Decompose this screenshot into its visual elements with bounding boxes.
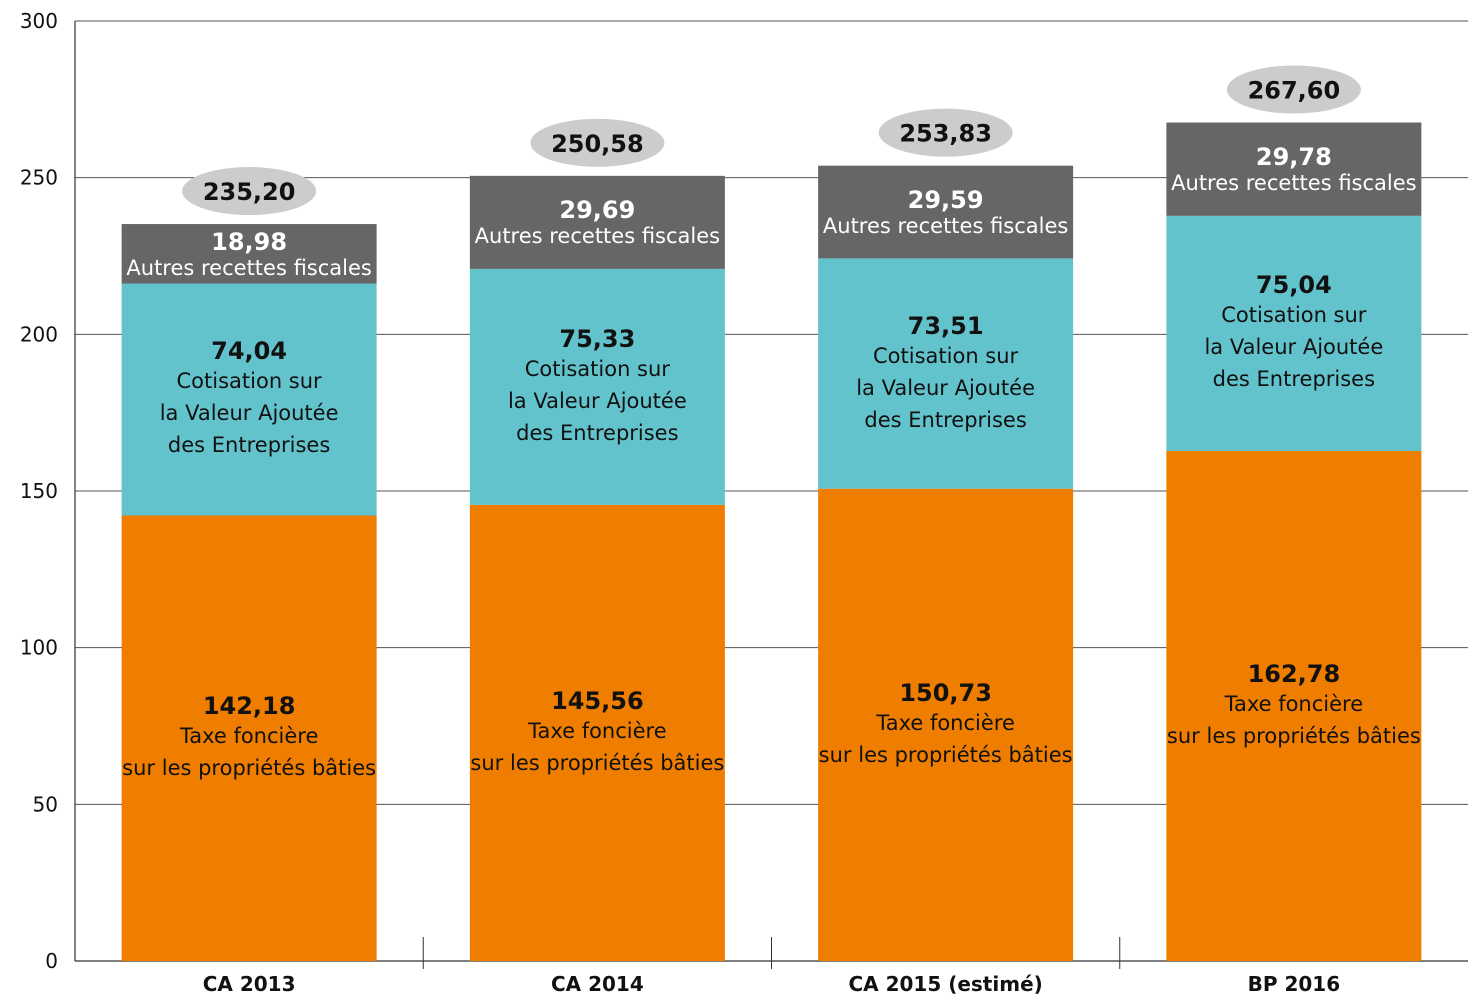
segment-name-label: Cotisation sur la Valeur Ajoutée des Ent… xyxy=(507,356,687,445)
segment-value-label: 162,78 xyxy=(1247,659,1341,688)
segment-label: 74,04 Cotisation sur la Valeur Ajoutée de… xyxy=(112,284,387,516)
segment-label: 145,56 Taxe foncière sur les propriétés b… xyxy=(460,505,735,961)
bar-segment xyxy=(121,283,377,516)
segment-label-box: 142,18 Taxe foncière sur les propriétés b… xyxy=(112,516,387,961)
segment-name-label: Autres recettes fiscales xyxy=(474,224,721,249)
total-bubble xyxy=(878,108,1013,157)
segment-label-box: 29,69 Autres recettes fiscales xyxy=(460,176,735,269)
total-label: 235,20 xyxy=(203,178,296,206)
segment-value-label: 74,04 xyxy=(211,337,288,366)
y-tick-label: 300 xyxy=(20,9,58,33)
x-tick-label: CA 2014 xyxy=(551,972,644,995)
y-tick-label: 250 xyxy=(20,166,58,190)
y-tick-label: 200 xyxy=(20,322,58,346)
segment-label-box: 74,04 Cotisation sur la Valeur Ajoutée de… xyxy=(112,284,387,516)
segment-value-label: 29,78 xyxy=(1255,143,1332,172)
segment-label: 75,33 Cotisation sur la Valeur Ajoutée de… xyxy=(460,269,735,505)
y-tick-label: 0 xyxy=(45,949,58,973)
segment-label-box: 162,78 Taxe foncière sur les propriétés b… xyxy=(1156,451,1431,961)
segment-label: 73,51 Cotisation sur la Valeur Ajoutée de… xyxy=(808,258,1083,488)
segment-name-label: Taxe foncière sur les propriétés bâties xyxy=(470,718,725,775)
total-bubble xyxy=(182,167,317,216)
segment-name-label: Autres recettes fiscales xyxy=(1171,171,1417,196)
bar-segment xyxy=(469,504,725,961)
segment-label: 150,73 Taxe foncière sur les propriétés b… xyxy=(808,489,1083,961)
segment-value-label: 75,04 xyxy=(1255,271,1332,300)
segment-value-label: 145,56 xyxy=(551,686,644,715)
segment-name-label: Cotisation sur la Valeur Ajoutée des Ent… xyxy=(856,343,1036,432)
bar-segment xyxy=(1166,215,1422,451)
segment-label-box: 73,51 Cotisation sur la Valeur Ajoutée de… xyxy=(808,258,1083,488)
total-bubble xyxy=(530,118,665,167)
bar-segment xyxy=(818,488,1074,961)
segment-name-label: Cotisation sur la Valeur Ajoutée des Ent… xyxy=(1204,303,1384,392)
segment-label: 162,78 Taxe foncière sur les propriétés b… xyxy=(1156,451,1431,961)
segment-value-label: 18,98 xyxy=(211,227,288,256)
segment-label: 142,18 Taxe foncière sur les propriétés b… xyxy=(112,516,387,961)
segment-label-box: 75,04 Cotisation sur la Valeur Ajoutée de… xyxy=(1156,216,1431,451)
segment-name-label: Autres recettes fiscales xyxy=(822,214,1069,238)
segment-value-label: 73,51 xyxy=(907,311,984,340)
segment-value-label: 75,33 xyxy=(559,324,636,353)
bar-segment xyxy=(1166,122,1422,216)
x-tick-label: CA 2015 (estimé) xyxy=(848,972,1042,995)
segment-label-box: 18,98 Autres recettes fiscales xyxy=(112,224,387,283)
segment-name-label: Taxe foncière sur les propriétés bâties xyxy=(818,710,1073,767)
bar-segment xyxy=(469,175,725,269)
segment-label-box: 29,78 Autres recettes fiscales xyxy=(1156,123,1431,216)
segment-value-label: 150,73 xyxy=(899,678,992,707)
x-tick-label: BP 2016 xyxy=(1248,972,1341,995)
segment-label-box: 145,56 Taxe foncière sur les propriétés b… xyxy=(460,505,735,961)
y-tick-label: 100 xyxy=(20,636,58,660)
segment-name-label: Cotisation sur la Valeur Ajoutée des Ent… xyxy=(159,369,339,458)
segment-label-box: 150,73 Taxe foncière sur les propriétés b… xyxy=(808,489,1083,961)
segment-value-label: 29,69 xyxy=(559,196,636,225)
bar-segment xyxy=(818,165,1074,259)
segment-name-label: Taxe foncière sur les propriétés bâties xyxy=(1166,691,1421,748)
total-label: 250,58 xyxy=(551,130,644,158)
total-label: 267,60 xyxy=(1248,77,1341,105)
segment-label-box: 29,59 Autres recettes fiscales xyxy=(808,166,1083,259)
bar-segment xyxy=(121,224,377,284)
total-label: 253,83 xyxy=(899,120,992,148)
bar-segment xyxy=(818,258,1074,489)
total-bubble xyxy=(1226,65,1361,114)
segment-label-box: 75,33 Cotisation sur la Valeur Ajoutée de… xyxy=(460,269,735,505)
bar-segment xyxy=(469,268,725,505)
bar-segment xyxy=(1166,450,1422,961)
segment-name-label: Autres recettes fiscales xyxy=(126,255,372,280)
segment-name-label: Taxe foncière sur les propriétés bâties xyxy=(122,724,377,781)
bar-segment xyxy=(121,515,377,961)
x-tick-label: CA 2013 xyxy=(203,972,296,995)
y-tick-label: 150 xyxy=(20,479,58,503)
segment-value-label: 29,59 xyxy=(907,186,984,214)
segment-value-label: 142,18 xyxy=(202,692,296,721)
y-tick-label: 50 xyxy=(33,792,58,816)
segment-label: 75,04 Cotisation sur la Valeur Ajoutée de… xyxy=(1156,216,1431,451)
